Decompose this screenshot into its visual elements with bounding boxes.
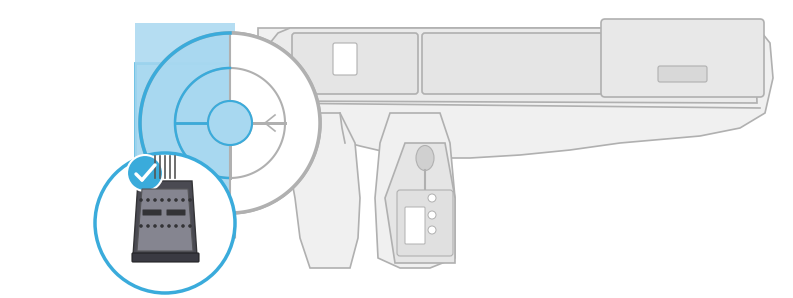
Polygon shape	[280, 113, 360, 268]
Circle shape	[428, 211, 436, 219]
FancyBboxPatch shape	[397, 190, 453, 256]
Circle shape	[428, 194, 436, 202]
FancyBboxPatch shape	[405, 207, 425, 244]
Circle shape	[160, 224, 164, 228]
FancyBboxPatch shape	[601, 19, 764, 97]
Circle shape	[188, 224, 192, 228]
Circle shape	[167, 198, 170, 202]
Polygon shape	[375, 113, 455, 268]
Polygon shape	[133, 181, 197, 256]
Circle shape	[208, 101, 252, 145]
Polygon shape	[135, 23, 235, 218]
FancyBboxPatch shape	[292, 33, 418, 94]
Circle shape	[140, 198, 143, 202]
Circle shape	[146, 224, 150, 228]
Circle shape	[140, 224, 143, 228]
Circle shape	[167, 224, 170, 228]
Polygon shape	[268, 28, 757, 103]
FancyBboxPatch shape	[658, 66, 707, 82]
Polygon shape	[385, 143, 455, 263]
Circle shape	[146, 198, 150, 202]
FancyBboxPatch shape	[132, 253, 199, 262]
Polygon shape	[137, 189, 193, 251]
Circle shape	[181, 198, 185, 202]
Circle shape	[160, 198, 164, 202]
Circle shape	[174, 198, 178, 202]
Polygon shape	[230, 33, 320, 213]
Polygon shape	[258, 28, 773, 158]
FancyBboxPatch shape	[167, 209, 186, 215]
Polygon shape	[135, 63, 233, 183]
Circle shape	[174, 224, 178, 228]
FancyBboxPatch shape	[422, 33, 603, 94]
FancyBboxPatch shape	[333, 43, 357, 75]
Circle shape	[208, 101, 252, 145]
Circle shape	[428, 226, 436, 234]
Polygon shape	[140, 33, 230, 213]
Ellipse shape	[416, 145, 434, 170]
Circle shape	[95, 153, 235, 293]
Circle shape	[127, 155, 163, 191]
FancyBboxPatch shape	[143, 209, 162, 215]
Circle shape	[188, 198, 192, 202]
Circle shape	[153, 198, 157, 202]
Circle shape	[181, 224, 185, 228]
Circle shape	[153, 224, 157, 228]
